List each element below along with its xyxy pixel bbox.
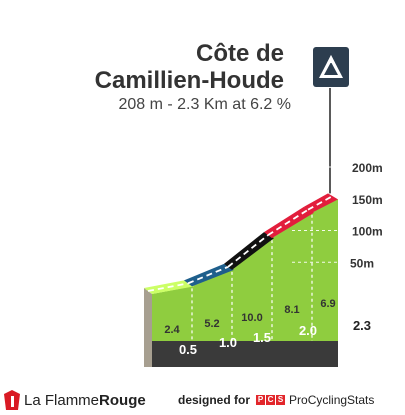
road-segments [144,193,338,294]
distance-label-1: 1.0 [219,335,237,350]
distance-label-3: 2.0 [299,323,317,338]
road-centerline-2 [227,234,269,268]
gradient-label-2: 10.0 [241,312,262,324]
pcs-logo: P C S [256,395,286,405]
peak-snow [327,55,335,63]
gradient-label-3: 8.1 [284,304,299,316]
climb-name-line1: Côte de [195,40,284,67]
road-centerline-1 [187,266,229,285]
distance-label-2: 1.5 [253,330,271,345]
peak-inner [324,62,338,75]
elevation-label-1: 100m [352,225,383,239]
profile-area [144,199,338,367]
road-centerline-4 [307,195,333,211]
pcs-letter-p: P [256,395,266,405]
elevation-label-0: 50m [350,256,374,270]
chart-labels: 2.4 5.2 10.0 8.1 6.9 0.5 1.0 1.5 2.0 2.3 50m 100m 15… [164,161,382,357]
elevation-label-3: 200m [352,161,383,175]
brand-part2: Rouge [99,391,146,409]
distance-label-4: 2.3 [353,318,371,333]
elevation-label-2: 150m [352,193,383,207]
pcs-letter-s: S [276,395,286,405]
distance-band-fill [152,341,338,367]
brand-logo: La Flamme Rouge [4,390,146,410]
climb-summary: 208 m - 2.3 Km at 6.2 % [118,96,291,113]
brand-part1: La Flamme [24,391,100,409]
gradient-label-0: 2.4 [164,324,180,336]
road-centerline-3 [267,208,309,236]
profile-fill [152,199,338,367]
distance-label-0: 0.5 [179,342,197,357]
climb-name: Côte de Camillien-Houde [95,40,284,94]
flame-icon [4,390,20,410]
distance-band [152,341,338,367]
climb-name-line2: Camillien-Houde [94,67,284,94]
elevation-profile-chart: 2.4 5.2 10.0 8.1 6.9 0.5 1.0 1.5 2.0 2.3 50m 100m 15… [144,47,383,367]
gradient-label-1: 5.2 [204,318,219,330]
credit: designed for P C S ProCyclingStats [178,393,374,407]
footer: La Flamme Rouge designed for P C S ProCyc… [0,385,405,415]
road-centerline-0 [147,282,189,292]
credit-prefix: designed for [178,393,251,407]
pcs-letter-c: C [266,395,276,405]
gradient-label-4: 6.9 [320,298,335,310]
profile-base-wall [144,288,152,367]
credit-site: ProCyclingStats [289,393,375,407]
mountain-peak-icon [313,47,349,87]
